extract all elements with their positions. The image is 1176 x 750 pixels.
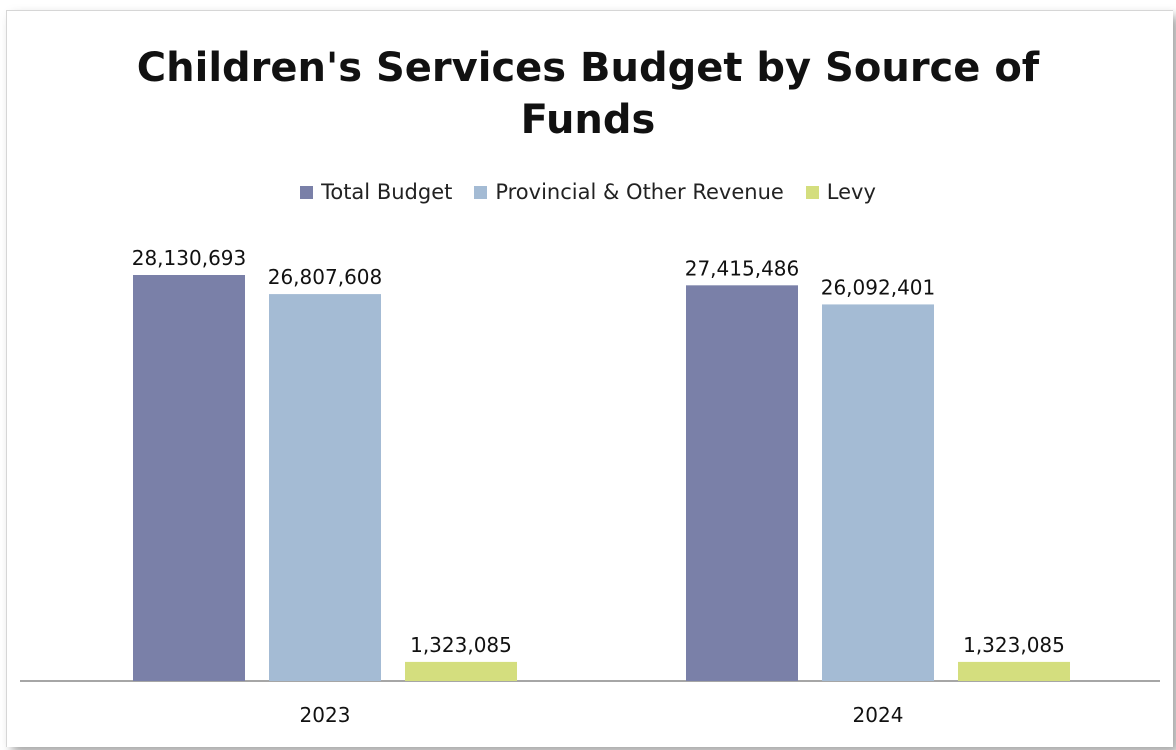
chart-title: Children's Services Budget by Source of … [0,42,1176,146]
legend-label-total-budget: Total Budget [321,180,453,204]
chart-title-line-1: Children's Services Budget by Source of [136,45,1040,91]
legend-item-provincial-revenue: Provincial & Other Revenue [474,180,784,204]
legend-swatch-levy [805,185,819,199]
bar-provincial-other-revenue-2023 [269,294,381,681]
x-tick-label-2023: 2023 [300,703,351,727]
data-label-provincial-other-revenue-2024: 26,092,401 [821,275,936,299]
legend-label-provincial-revenue: Provincial & Other Revenue [495,180,784,204]
bar-levy-2024 [958,661,1070,681]
legend-swatch-total-budget [300,185,314,199]
bar-total-budget-2023 [133,275,245,681]
bar-provincial-other-revenue-2024 [822,304,934,681]
chart-title-line-2: Funds [520,97,656,143]
data-label-provincial-other-revenue-2023: 26,807,608 [268,265,383,289]
bar-total-budget-2024 [686,285,798,681]
data-label-levy-2023: 1,323,085 [410,633,512,657]
data-label-total-budget-2023: 28,130,693 [132,246,247,270]
legend-label-levy: Levy [826,180,876,204]
legend: Total Budget Provincial & Other Revenue … [0,180,1176,204]
x-tick-label-2024: 2024 [853,703,904,727]
data-label-levy-2024: 1,323,085 [963,633,1065,657]
legend-swatch-provincial-revenue [474,185,488,199]
legend-item-total-budget: Total Budget [300,180,452,204]
bar-levy-2023 [405,661,517,681]
data-label-total-budget-2024: 27,415,486 [685,256,800,280]
legend-item-levy: Levy [805,180,876,204]
